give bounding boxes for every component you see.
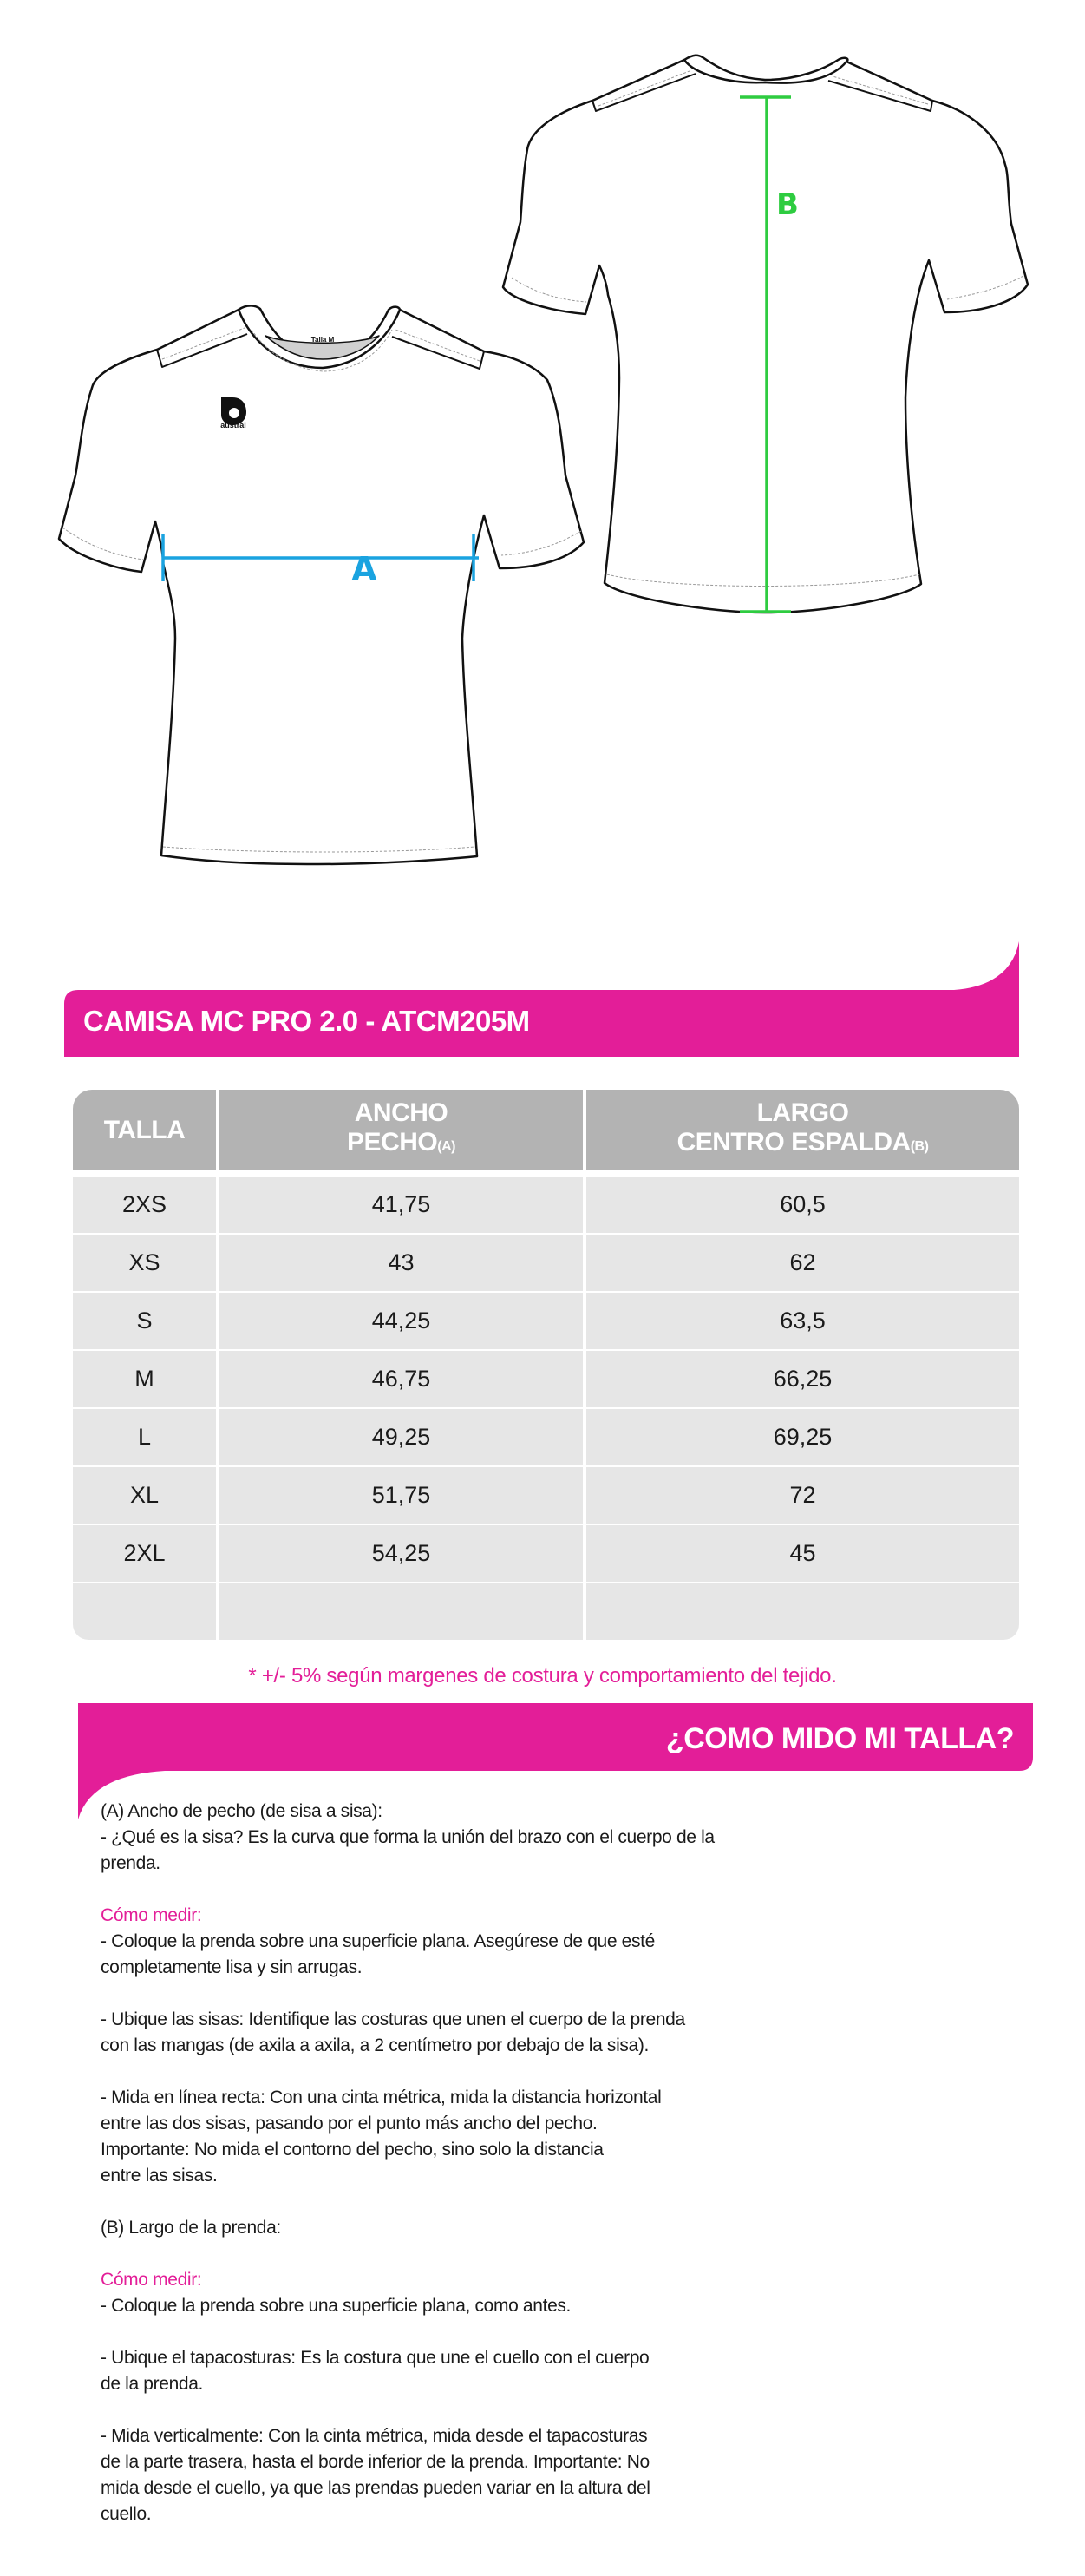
header-talla: TALLA	[73, 1090, 216, 1170]
instruction-line: - ¿Qué es la sisa? Es la curva que forma…	[101, 1827, 715, 1847]
instruction-line: - Coloque la prenda sobre una superficie…	[101, 1931, 655, 1951]
instruction-line	[101, 1981, 715, 2007]
cell-ancho-pecho: 43	[219, 1235, 583, 1291]
cell-talla: M	[73, 1351, 216, 1407]
cell-talla: XL	[73, 1467, 216, 1524]
table-row: L 49,25 69,25	[73, 1409, 1019, 1465]
cell-largo-espalda: 45	[586, 1525, 1019, 1582]
neck-tag-label: Talla M	[311, 336, 335, 344]
how-to-banner	[78, 1703, 1033, 1819]
table-row: 2XL 54,25 45	[73, 1525, 1019, 1582]
instruction-line: - Ubique el tapacosturas: Es la costura …	[101, 2348, 650, 2368]
cell-largo-espalda: 66,25	[586, 1351, 1019, 1407]
instruction-line	[101, 2189, 715, 2215]
instruction-line: - Coloque la prenda sobre una superficie…	[101, 2296, 572, 2316]
instruction-line: de la parte trasera, hasta el borde infe…	[101, 2452, 650, 2472]
instruction-line: mida desde el cuello, ya que las prendas…	[101, 2478, 650, 2498]
instruction-line: - Ubique las sisas: Identifique las cost…	[101, 2009, 685, 2029]
table-row: XS 43 62	[73, 1235, 1019, 1291]
instruction-line: con las mangas (de axila a axila, a 2 ce…	[101, 2035, 649, 2055]
measure-b-label: B	[776, 187, 799, 222]
tolerance-note: * +/- 5% según margenes de costura y com…	[248, 1664, 837, 1688]
product-title: CAMISA MC PRO 2.0 - ATCM205M	[83, 1005, 530, 1037]
product-title-banner	[64, 941, 1019, 1057]
header-talla-label: TALLA	[103, 1115, 186, 1144]
cell-largo-espalda	[586, 1583, 1019, 1640]
header-largo-sub: (B)	[910, 1139, 929, 1154]
instruction-line	[101, 2397, 715, 2423]
section-subheading: Cómo medir:	[101, 2270, 202, 2290]
cell-ancho-pecho: 41,75	[219, 1177, 583, 1233]
section-subheading: Cómo medir:	[101, 1905, 202, 1925]
measure-a-label: A	[351, 550, 377, 588]
table-row: S 44,25 63,5	[73, 1293, 1019, 1349]
instruction-line	[101, 2319, 715, 2345]
instruction-line: (B) Largo de la prenda:	[101, 2218, 281, 2238]
instruction-line: - Mida en línea recta: Con una cinta mét…	[101, 2088, 662, 2107]
how-to-title: ¿COMO MIDO MI TALLA?	[665, 1722, 1015, 1755]
table-row: M 46,75 66,25	[73, 1351, 1019, 1407]
cell-ancho-pecho: 49,25	[219, 1409, 583, 1465]
svg-text:austral: austral	[220, 421, 246, 429]
cell-talla: S	[73, 1293, 216, 1349]
austral-logo-icon: austral	[220, 397, 246, 429]
cell-ancho-pecho: 54,25	[219, 1525, 583, 1582]
header-largo-espalda: LARGO CENTRO ESPALDA(B)	[586, 1090, 1019, 1170]
instruction-line: entre las dos sisas, pasando por el punt…	[101, 2114, 598, 2134]
instruction-line: - Mida verticalmente: Con la cinta métri…	[101, 2426, 648, 2446]
header-ancho-line2: PECHO	[347, 1128, 438, 1157]
header-ancho-pecho: ANCHO PECHO(A)	[219, 1090, 583, 1170]
measure-a-line	[161, 534, 479, 581]
cell-talla: 2XS	[73, 1177, 216, 1233]
cell-largo-espalda: 63,5	[586, 1293, 1019, 1349]
cell-largo-espalda: 72	[586, 1467, 1019, 1524]
instruction-line: (A) Ancho de pecho (de sisa a sisa):	[101, 1801, 382, 1821]
cell-talla: L	[73, 1409, 216, 1465]
cell-ancho-pecho: 51,75	[219, 1467, 583, 1524]
cell-largo-espalda: 69,25	[586, 1409, 1019, 1465]
instruction-line: de la prenda.	[101, 2374, 204, 2394]
cell-ancho-pecho: 46,75	[219, 1351, 583, 1407]
table-row: 2XS 41,75 60,5	[73, 1177, 1019, 1233]
header-largo-line1: LARGO	[756, 1098, 849, 1127]
instruction-line: completamente lisa y sin arrugas.	[101, 1957, 363, 1977]
instruction-line: entre las sisas.	[101, 2166, 218, 2186]
instruction-line	[101, 2241, 715, 2267]
header-largo-line2: CENTRO ESPALDA	[676, 1128, 912, 1157]
table-row: XL 51,75 72	[73, 1467, 1019, 1524]
cell-talla: 2XL	[73, 1525, 216, 1582]
measurement-instructions: (A) Ancho de pecho (de sisa a sisa): - ¿Q…	[101, 1799, 715, 2527]
instruction-line	[101, 2059, 715, 2085]
cell-largo-espalda: 62	[586, 1235, 1019, 1291]
instruction-line: cuello.	[101, 2504, 152, 2524]
instruction-line: Importante: No mida el contorno del pech…	[101, 2140, 604, 2160]
measure-b-line	[740, 95, 791, 613]
cell-largo-espalda: 60,5	[586, 1177, 1019, 1233]
cell-talla: XS	[73, 1235, 216, 1291]
front-shirt-drawing	[57, 305, 585, 866]
cell-talla	[73, 1583, 216, 1640]
table-row	[73, 1583, 1019, 1640]
header-ancho-sub: (A)	[437, 1139, 455, 1154]
header-ancho-line1: ANCHO	[354, 1098, 448, 1127]
instruction-line: prenda.	[101, 1853, 160, 1873]
cell-ancho-pecho: 44,25	[219, 1293, 583, 1349]
instruction-line	[101, 1877, 715, 1903]
cell-ancho-pecho	[219, 1583, 583, 1640]
